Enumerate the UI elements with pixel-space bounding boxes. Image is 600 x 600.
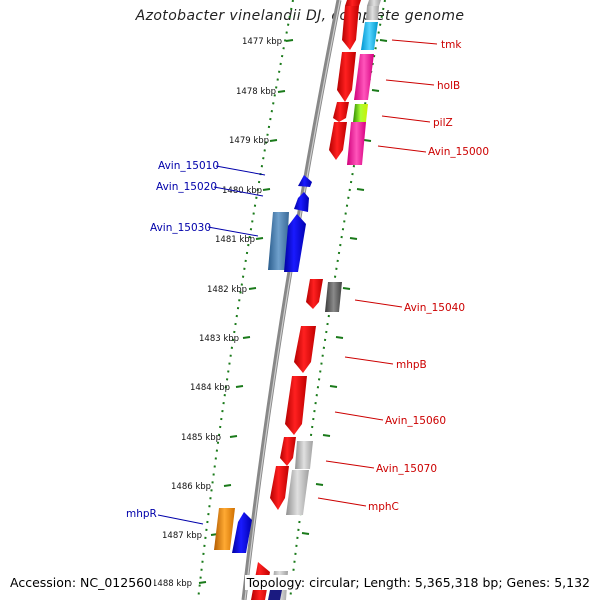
ruler-label: 1482 kbp xyxy=(207,285,247,295)
gene-arrow-Avin_15020[interactable] xyxy=(294,192,309,212)
gene-label-mhpR[interactable]: mhpR xyxy=(126,508,157,520)
ruler-label: 1484 kbp xyxy=(190,383,230,393)
gene-arrow-Avin_15010[interactable] xyxy=(298,175,312,187)
gene-arrow-pilZ[interactable] xyxy=(353,104,368,122)
ruler-tick xyxy=(229,435,238,438)
ruler-tick xyxy=(248,287,257,290)
ruler-label: 1477 kbp xyxy=(242,37,282,47)
gene-label-pilZ[interactable]: pilZ xyxy=(433,117,453,129)
ruler-tick xyxy=(255,237,264,240)
gene-label-tmk[interactable]: tmk xyxy=(441,39,462,51)
gene-arrow-bottom-navy[interactable] xyxy=(268,590,282,600)
gene-label-Avin_15030[interactable]: Avin_15030 xyxy=(150,222,211,234)
reverse-leader-lines xyxy=(157,165,266,525)
gene-arrow-Avin_15070-red[interactable] xyxy=(280,437,296,466)
gene-arrow-pink-15000[interactable] xyxy=(347,122,366,165)
accession-text: Accession: NC_012560 xyxy=(8,575,155,590)
gene-label-Avin_15020[interactable]: Avin_15020 xyxy=(156,181,217,193)
gene-arrow-Avin_15000[interactable] xyxy=(329,122,347,160)
ruler-label: 1478 kbp xyxy=(236,87,276,97)
gene-arrow-mhpR-blue[interactable] xyxy=(232,512,252,553)
ruler-tick xyxy=(262,188,271,191)
ruler-tick xyxy=(223,484,232,487)
gene-arrow-Avin_15060[interactable] xyxy=(285,376,307,435)
ruler-tick xyxy=(198,581,207,584)
kbp-ruler: 1477 kbp 1478 kbp 1479 kbp 1480 kbp 1481… xyxy=(152,37,294,589)
gene-label-mhpB[interactable]: mhpB xyxy=(396,359,427,371)
ruler-tick xyxy=(285,39,294,42)
gene-arrow-Avin_15040-red[interactable] xyxy=(306,279,323,309)
ruler-label: 1479 kbp xyxy=(229,136,269,146)
gene-arrow-Avin_15040-dark[interactable] xyxy=(325,282,342,312)
gene-arrow-top-red[interactable] xyxy=(345,0,361,6)
gene-arrow-holB[interactable] xyxy=(337,52,356,102)
gene-arrow-pink-holB[interactable] xyxy=(354,54,374,100)
gene-arrow-mhpR-orange[interactable] xyxy=(214,508,235,550)
genome-backbone-highlight xyxy=(244,0,341,600)
gene-label-Avin_15000[interactable]: Avin_15000 xyxy=(428,146,489,158)
gene-label-holB[interactable]: holB xyxy=(437,80,460,92)
ruler-label: 1481 kbp xyxy=(215,235,255,245)
ruler-label: 1486 kbp xyxy=(171,482,211,492)
ruler-tick xyxy=(242,336,251,339)
gene-label-mphC[interactable]: mphC xyxy=(368,501,399,513)
ruler-label: 1480 kbp xyxy=(222,186,262,196)
gene-arrow-Avin_15030-steel[interactable] xyxy=(268,212,289,270)
gene-arrow-gray-small[interactable] xyxy=(366,6,379,20)
ruler-label: 1488 kbp xyxy=(152,579,192,589)
gene-label-Avin_15070[interactable]: Avin_15070 xyxy=(376,463,437,475)
topology-text: Topology: circular; Length: 5,365,318 bp… xyxy=(244,575,592,590)
gene-arrow-tmk[interactable] xyxy=(342,6,359,50)
gene-arrow-red-small[interactable] xyxy=(333,102,349,122)
genome-backbone xyxy=(241,0,342,600)
reverse-strand-genes xyxy=(214,175,312,600)
ruler-label: 1483 kbp xyxy=(199,334,239,344)
ruler-tick xyxy=(235,385,244,388)
genome-title: Azotobacter vinelandii DJ, complete geno… xyxy=(135,8,465,24)
forward-leader-lines xyxy=(317,39,438,507)
gene-label-Avin_15040[interactable]: Avin_15040 xyxy=(404,302,465,314)
ruler-label: 1487 kbp xyxy=(162,531,202,541)
gene-label-Avin_15010[interactable]: Avin_15010 xyxy=(158,160,219,172)
gene-arrow-Avin_15030-blue[interactable] xyxy=(284,214,306,272)
gene-arrow-cyan[interactable] xyxy=(361,22,378,50)
ruler-tick xyxy=(277,90,286,93)
gene-arrow-mphC-gray[interactable] xyxy=(286,470,309,515)
gene-label-Avin_15060[interactable]: Avin_15060 xyxy=(385,415,446,427)
gene-arrow-top-gray[interactable] xyxy=(367,0,381,6)
ruler-label: 1485 kbp xyxy=(181,433,221,443)
gene-arrow-mhpB[interactable] xyxy=(294,326,316,373)
gene-arrow-Avin_15070-gray[interactable] xyxy=(295,441,313,469)
ruler-tick xyxy=(269,139,278,142)
gene-arrow-mphC-red[interactable] xyxy=(270,466,289,510)
